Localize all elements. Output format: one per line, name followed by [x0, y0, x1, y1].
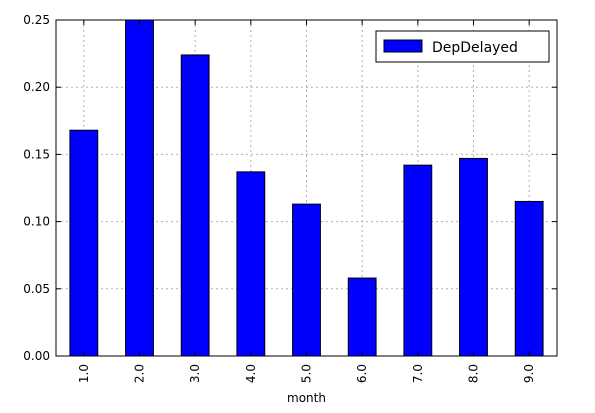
- y-tick-label: 0.00: [23, 349, 50, 363]
- bar-3.0: [180, 54, 210, 357]
- bar-9.0: [514, 200, 544, 357]
- x-tick-label: 5.0: [300, 364, 314, 383]
- bar-7.0: [403, 164, 433, 357]
- legend-label: DepDelayed: [432, 40, 518, 56]
- x-tick-label: 7.0: [411, 364, 425, 383]
- bar-5.0: [292, 203, 321, 357]
- x-tick-label: 4.0: [244, 364, 258, 383]
- y-tick-label: 0.10: [23, 215, 50, 229]
- x-tick-label: 6.0: [355, 364, 369, 383]
- bar-2.0: [125, 19, 154, 357]
- y-tick-label: 0.15: [23, 147, 50, 161]
- x-tick-label: 3.0: [188, 364, 202, 383]
- x-axis: 1.0 2.0 3.0 4.0 5.0 6.0 7.0 8.0 9.0: [77, 20, 536, 383]
- y-axis: 0.00 0.05 0.10 0.15 0.20 0.25: [23, 13, 557, 363]
- x-tick-label: 2.0: [133, 364, 147, 383]
- legend: DepDelayed: [375, 30, 550, 63]
- x-tick-label: 1.0: [77, 364, 91, 383]
- bar-4.0: [236, 171, 266, 357]
- bar-6.0: [347, 277, 377, 357]
- y-tick-label: 0.25: [23, 13, 50, 27]
- x-tick-label: 9.0: [522, 364, 536, 383]
- bar-1.0: [69, 129, 99, 357]
- y-tick-label: 0.05: [23, 282, 50, 296]
- legend-swatch: [383, 39, 423, 53]
- x-axis-title: month: [287, 391, 326, 405]
- x-tick-label: 8.0: [467, 364, 481, 383]
- y-tick-label: 0.20: [23, 80, 50, 94]
- bar-8.0: [459, 157, 488, 357]
- bars: [69, 19, 544, 357]
